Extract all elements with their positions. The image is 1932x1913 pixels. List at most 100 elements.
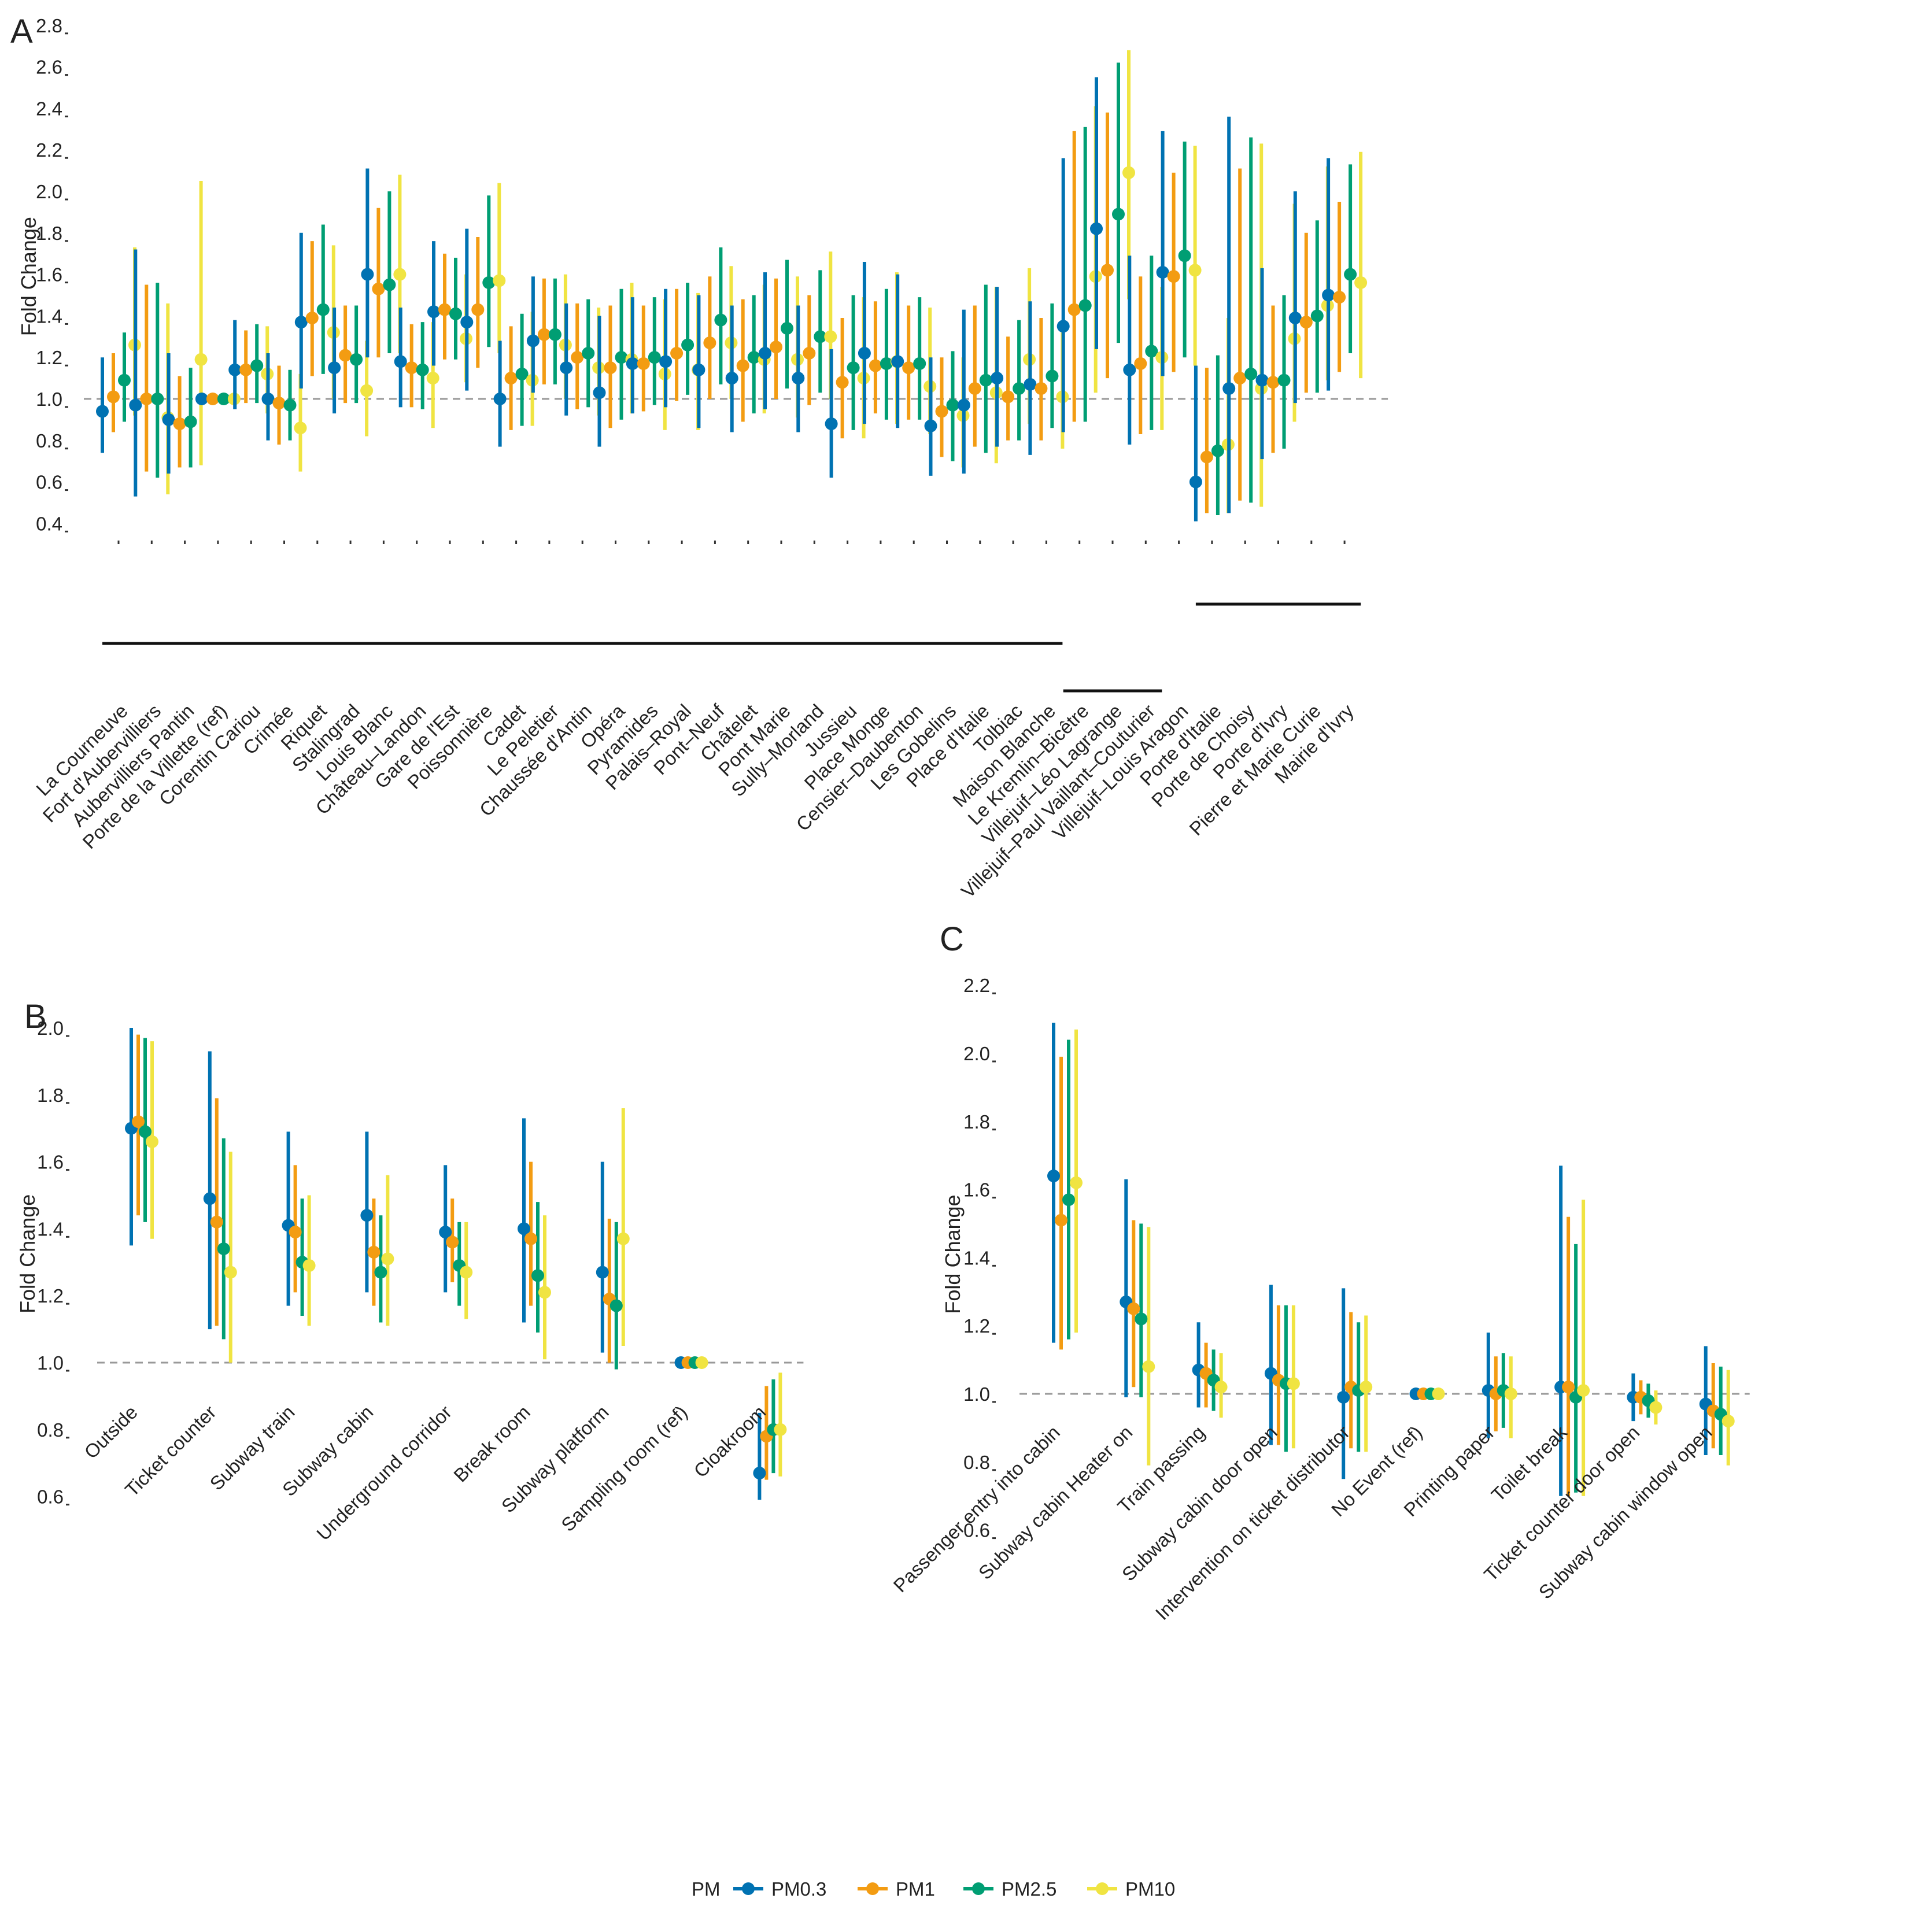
point-pm1: [1200, 450, 1213, 464]
point-pm1: [670, 347, 684, 360]
legend-title: PM: [692, 1878, 721, 1900]
point-pm2-5: [1344, 268, 1357, 281]
point-pm2-5: [283, 398, 297, 412]
y-axis-title: Fold Change: [941, 1194, 965, 1313]
point-pm2-5: [515, 367, 529, 380]
panel-a-chart: Fold Change 0.4 0.6 0.8 1.0 1.2 1.4 1.6 1.8 2.0 2.…: [17, 15, 1388, 902]
point-pm1: [1167, 270, 1180, 283]
point-pm2-5: [781, 321, 793, 335]
point-pm1: [210, 1215, 223, 1229]
y-tick-label: 1.0: [37, 1352, 64, 1374]
y-tick-label: 2.6: [36, 57, 62, 78]
point-pm0-3: [659, 355, 673, 368]
point-pm1: [1266, 376, 1280, 389]
point-pm0-3: [427, 305, 440, 319]
point-pm10: [1354, 276, 1368, 289]
point-pm2-5: [847, 361, 860, 375]
point-pm1: [1233, 372, 1247, 385]
point-pm1: [438, 303, 451, 316]
point-pm2-5: [681, 338, 695, 351]
point-pm10: [360, 384, 374, 397]
y-tick-label: 1.2: [36, 347, 62, 368]
point-pm10: [1070, 1176, 1083, 1189]
point-pm10: [302, 1259, 316, 1272]
point-pm1: [1035, 382, 1048, 395]
point-pm0-3: [991, 372, 1004, 385]
y-tick-label: 2.8: [36, 15, 62, 36]
point-pm10: [1577, 1384, 1590, 1397]
point-pm2-5: [217, 1242, 230, 1256]
point-pm10: [381, 1252, 394, 1266]
point-pm2-5: [1078, 299, 1092, 312]
point-pm2-5: [1145, 345, 1158, 358]
point-pm1: [1134, 357, 1147, 370]
point-pm2-5: [714, 313, 727, 327]
point-pm10: [695, 1356, 708, 1369]
point-pm0-3: [1056, 320, 1070, 333]
point-pm0-3: [891, 355, 904, 368]
y-tick-label: 2.2: [963, 975, 990, 996]
point-pm0-3: [195, 393, 208, 405]
point-pm10: [1142, 1360, 1155, 1373]
point-pm1: [239, 363, 253, 376]
point-pm0-3: [294, 316, 308, 329]
point-pm0-3: [203, 1192, 216, 1205]
point-pm0-3: [1337, 1390, 1350, 1404]
x-tick-label-underground-corridor: Underground corridor: [312, 1401, 456, 1545]
y-tick-label: 1.8: [963, 1111, 990, 1133]
point-pm1: [803, 347, 816, 360]
panel-label-b: B: [24, 998, 47, 1035]
point-pm2-5: [531, 1269, 544, 1282]
y-tick-label: 0.6: [963, 1520, 990, 1541]
point-pm10: [224, 1266, 237, 1279]
point-pm1: [471, 303, 485, 316]
legend-item-pm0-3: PM0.3: [733, 1878, 826, 1900]
point-pm10: [493, 274, 506, 287]
point-pm0-3: [1024, 378, 1037, 391]
point-pm10: [426, 372, 439, 385]
point-pm0-3: [957, 398, 970, 412]
point-pm1: [604, 361, 617, 375]
y-tick-label: 1.6: [36, 264, 62, 286]
point-pm0-3: [1047, 1170, 1060, 1183]
point-pm2-5: [615, 351, 628, 364]
point-pm1: [836, 376, 849, 389]
y-tick-label: 1.4: [963, 1247, 990, 1268]
point-pm1: [1055, 1213, 1067, 1227]
y-tick-label: 0.6: [37, 1486, 64, 1508]
point-pm1: [1562, 1381, 1575, 1394]
point-pm1: [524, 1232, 537, 1245]
point-pm0-3: [394, 355, 407, 368]
point-pm0-3: [692, 363, 705, 376]
point-pm1: [537, 328, 551, 341]
point-pm0-3: [1123, 363, 1136, 376]
legend-dot-pm0-3: [742, 1882, 755, 1895]
y-tick-label: 1.6: [37, 1152, 64, 1173]
point-pm0-3: [360, 1209, 374, 1222]
point-pm10: [146, 1135, 158, 1148]
point-pm1: [405, 361, 418, 375]
point-pm1: [107, 390, 120, 404]
point-pm0-3: [460, 316, 474, 329]
point-pm1: [1299, 316, 1313, 329]
point-pm2-5: [482, 276, 496, 289]
y-tick-label: 2.2: [36, 139, 62, 161]
y-tick-label: 2.0: [36, 181, 62, 202]
point-pm0-3: [792, 372, 805, 385]
point-pm10: [1504, 1387, 1517, 1400]
point-pm2-5: [139, 1125, 152, 1138]
point-pm1: [132, 1115, 145, 1128]
x-tick-label-break-room: Break room: [449, 1401, 534, 1486]
point-pm2-5: [151, 393, 164, 405]
y-tick-label: 1.2: [37, 1285, 64, 1307]
y-axis-title: Fold Change: [16, 1194, 39, 1313]
point-pm2-5: [374, 1266, 387, 1279]
point-pm2-5: [1062, 1193, 1075, 1207]
point-pm2-5: [118, 373, 131, 387]
x-tick-label-subway-cabin-heater-on: Subway cabin Heater on: [974, 1422, 1136, 1583]
point-pm0-3: [162, 413, 175, 426]
point-pm0-3: [129, 398, 142, 412]
point-pm2-5: [979, 373, 992, 387]
y-tick-label: 0.8: [36, 430, 62, 452]
